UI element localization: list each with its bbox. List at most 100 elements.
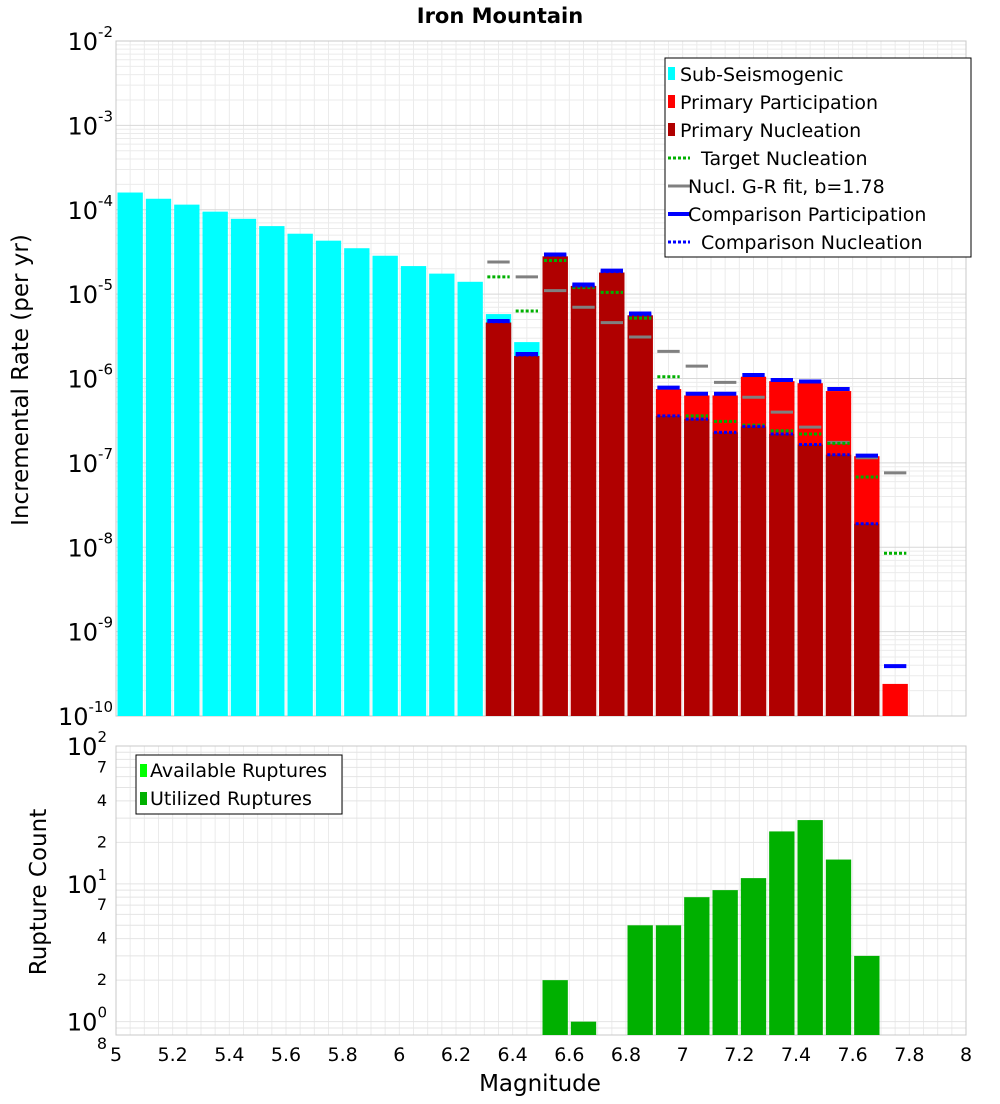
utilized-ruptures-bar bbox=[825, 859, 852, 1035]
x-tick-label: 7.8 bbox=[894, 1044, 924, 1066]
top-y-tick-label: 10-10 bbox=[58, 698, 113, 731]
bottom-y-tick-label: 4 bbox=[97, 791, 107, 810]
bottom-y-tick-label: 2 bbox=[97, 970, 107, 989]
bottom-bars bbox=[542, 820, 880, 1035]
bottom-legend-swatch bbox=[140, 764, 147, 777]
top-legend-label: Target Nucleation bbox=[700, 148, 868, 170]
top-legend-label: Primary Participation bbox=[680, 92, 878, 114]
x-tick-label: 6.2 bbox=[441, 1044, 471, 1066]
utilized-ruptures-bar bbox=[570, 1021, 597, 1035]
primary-nucleation-bar bbox=[854, 523, 880, 716]
top-legend: Sub-Seismogenic Primary Participation Prim… bbox=[664, 57, 972, 258]
sub-seismogenic-bar bbox=[429, 273, 455, 716]
x-tick-label: 7.4 bbox=[781, 1044, 811, 1066]
bottom-y-axis-label: Rupture Count bbox=[26, 809, 52, 975]
x-tick-label: 6.6 bbox=[554, 1044, 584, 1066]
bottom-y-tick-label: 101 bbox=[67, 866, 107, 899]
top-y-tick-label: 10-8 bbox=[67, 529, 113, 562]
sub-seismogenic-bar bbox=[117, 192, 143, 717]
x-tick-label: 5.4 bbox=[214, 1044, 244, 1066]
top-legend-label: Comparison Participation bbox=[688, 204, 926, 226]
top-y-tick-labels: 10-2 10-3 10-4 10-5 10-6 10-7 10-8 10-9 10-10 bbox=[58, 23, 113, 731]
x-tick-label: 7.2 bbox=[724, 1044, 754, 1066]
primary-nucleation-bar bbox=[684, 419, 710, 716]
top-plot-frame bbox=[115, 40, 967, 717]
top-legend-swatch bbox=[668, 95, 675, 108]
x-tick-label: 6 bbox=[393, 1044, 405, 1066]
x-tick-label: 7.6 bbox=[838, 1044, 868, 1066]
sub-seismogenic-bar bbox=[202, 211, 228, 716]
bottom-plot-frame bbox=[115, 745, 967, 1036]
chart-title: Iron Mountain bbox=[417, 4, 583, 28]
bottom-y-tick-label: 8 bbox=[97, 1034, 107, 1053]
top-y-tick-label: 10-6 bbox=[67, 361, 113, 394]
utilized-ruptures-bar bbox=[769, 831, 795, 1035]
top-legend-label: Sub-Seismogenic bbox=[680, 64, 844, 86]
primary-nucleation-bar bbox=[769, 433, 795, 716]
bottom-y-tick-label: 7 bbox=[97, 757, 107, 776]
sub-seismogenic-bar bbox=[372, 255, 398, 716]
utilized-ruptures-bar bbox=[655, 925, 682, 1035]
top-legend-label: Nucl. G-R fit, b=1.78 bbox=[688, 176, 885, 198]
top-y-axis-label: Incremental Rate (per yr) bbox=[8, 234, 34, 526]
primary-nucleation-bar bbox=[712, 432, 738, 716]
sub-seismogenic-bar bbox=[315, 240, 342, 717]
sub-seismogenic-bar bbox=[344, 248, 370, 717]
x-tick-label: 7 bbox=[677, 1044, 689, 1066]
top-y-tick-label: 10-5 bbox=[67, 276, 113, 309]
primary-nucleation-bar bbox=[514, 355, 540, 716]
utilized-ruptures-bar bbox=[684, 897, 710, 1035]
bottom-legend-label: Utilized Ruptures bbox=[150, 788, 312, 810]
x-tick-label: 6.4 bbox=[498, 1044, 528, 1066]
primary-nucleation-bar bbox=[740, 426, 767, 716]
sub-seismogenic-bar bbox=[287, 233, 313, 716]
primary-nucleation-bar bbox=[825, 454, 852, 716]
bottom-legend: Available Ruptures Utilized Ruptures bbox=[135, 754, 343, 815]
x-tick-label: 6.8 bbox=[611, 1044, 641, 1066]
sub-seismogenic-bar bbox=[457, 281, 483, 716]
primary-nucleation-bar bbox=[570, 285, 597, 716]
utilized-ruptures-bar bbox=[854, 955, 880, 1035]
top-y-tick-label: 10-3 bbox=[67, 107, 113, 140]
primary-nucleation-bar bbox=[627, 315, 653, 716]
utilized-ruptures-bar bbox=[542, 980, 568, 1035]
utilized-ruptures-bar bbox=[740, 878, 767, 1035]
top-legend-box bbox=[664, 57, 972, 258]
x-tick-label: 8 bbox=[960, 1044, 972, 1066]
primary-participation-bar bbox=[882, 683, 908, 716]
top-marks bbox=[487, 252, 907, 669]
sub-seismogenic-bar bbox=[259, 226, 285, 716]
top-bars bbox=[117, 192, 908, 717]
utilized-ruptures-bar bbox=[712, 890, 738, 1035]
top-y-tick-label: 10-2 bbox=[67, 23, 113, 56]
utilized-ruptures-bar bbox=[627, 925, 653, 1035]
primary-nucleation-bar bbox=[797, 444, 823, 716]
bottom-y-tick-label: 7 bbox=[97, 895, 107, 914]
x-tick-label: 5.6 bbox=[271, 1044, 301, 1066]
x-tick-labels: 5 5.2 5.4 5.6 5.8 6 6.2 6.4 6.6 6.8 7 7.2 7.4 7.6 7.8 8 bbox=[110, 1044, 972, 1066]
top-y-tick-label: 10-9 bbox=[67, 614, 113, 647]
x-axis-label: Magnitude bbox=[479, 1071, 601, 1097]
bottom-y-tick-label: 4 bbox=[97, 929, 107, 948]
primary-nucleation-bar bbox=[599, 272, 625, 716]
top-y-tick-label: 10-4 bbox=[67, 192, 113, 225]
top-y-tick-label: 10-7 bbox=[67, 445, 113, 478]
sub-seismogenic-bar bbox=[174, 204, 200, 717]
primary-nucleation-bar bbox=[542, 256, 568, 716]
top-legend-label: Comparison Nucleation bbox=[701, 232, 923, 254]
bottom-y-tick-label: 100 bbox=[67, 1004, 107, 1037]
top-legend-label: Primary Nucleation bbox=[680, 120, 861, 142]
bottom-y-tick-label: 102 bbox=[67, 728, 107, 761]
sub-seismogenic-bar bbox=[400, 266, 427, 716]
x-tick-label: 5.2 bbox=[158, 1044, 188, 1066]
sub-seismogenic-bar bbox=[230, 218, 257, 716]
bottom-legend-label: Available Ruptures bbox=[150, 760, 327, 782]
x-tick-label: 5.8 bbox=[328, 1044, 358, 1066]
bottom-y-tick-label: 2 bbox=[97, 832, 107, 851]
sub-seismogenic-bar bbox=[145, 198, 172, 717]
primary-nucleation-bar bbox=[655, 415, 682, 716]
primary-nucleation-bar bbox=[485, 322, 512, 716]
